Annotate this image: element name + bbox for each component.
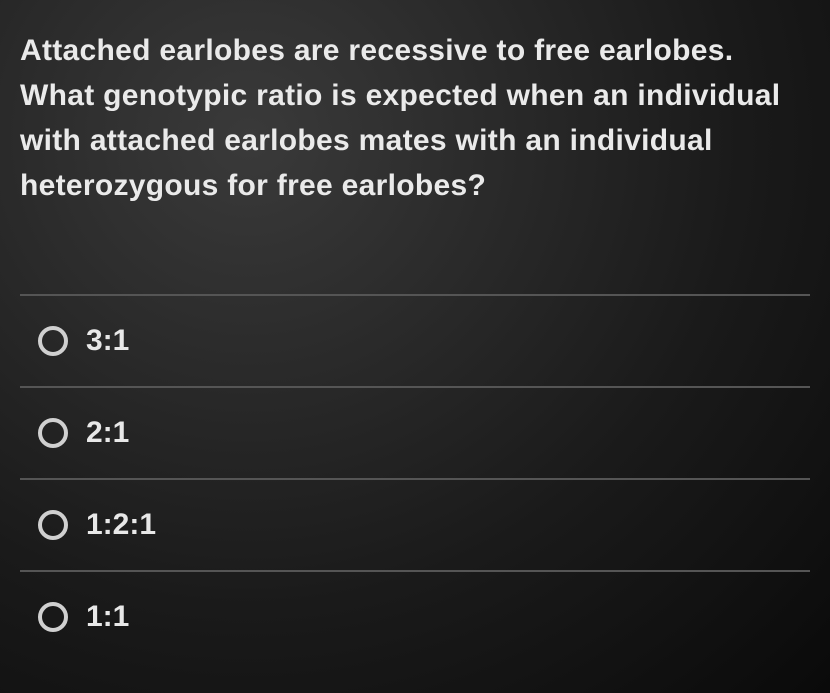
- radio-icon[interactable]: [38, 418, 68, 448]
- option-row[interactable]: 3:1: [20, 294, 810, 386]
- option-label: 3:1: [86, 324, 129, 358]
- radio-icon[interactable]: [38, 602, 68, 632]
- question-text: Attached earlobes are recessive to free …: [20, 28, 810, 208]
- option-row[interactable]: 1:2:1: [20, 478, 810, 570]
- radio-icon[interactable]: [38, 326, 68, 356]
- option-row[interactable]: 1:1: [20, 570, 810, 662]
- option-row[interactable]: 2:1: [20, 386, 810, 478]
- radio-icon[interactable]: [38, 510, 68, 540]
- options-list: 3:1 2:1 1:2:1 1:1: [20, 294, 810, 662]
- option-label: 1:1: [86, 600, 129, 634]
- option-label: 2:1: [86, 416, 129, 450]
- option-label: 1:2:1: [86, 508, 156, 542]
